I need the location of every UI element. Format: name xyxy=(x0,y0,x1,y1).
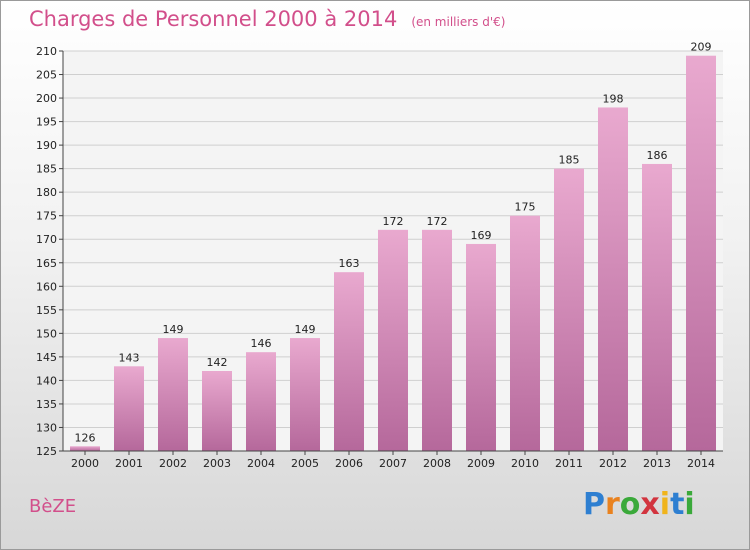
y-tick-label: 160 xyxy=(36,280,57,293)
commune-name: BèZE xyxy=(29,496,77,517)
axes: 125 130 135 140 145 150 155 160 165 170 175 180 185 1… xyxy=(36,45,723,470)
bar-2005 xyxy=(290,338,320,451)
y-tick-label: 185 xyxy=(36,163,57,176)
logo-letter: t xyxy=(670,487,685,522)
x-tick-label: 2012 xyxy=(599,457,627,470)
bar-2008 xyxy=(422,229,452,451)
x-tick-label: 2009 xyxy=(467,457,495,470)
logo-letter: x xyxy=(640,487,660,522)
y-tick-label: 145 xyxy=(36,351,57,364)
bar-2010 xyxy=(510,215,540,451)
x-tick-label: 2008 xyxy=(423,457,451,470)
bar-value-label: 175 xyxy=(515,201,536,214)
bar-value-label: 143 xyxy=(119,351,140,364)
y-tick-label: 150 xyxy=(36,327,57,340)
bar-value-label: 209 xyxy=(691,41,712,54)
bar-value-label: 169 xyxy=(471,229,492,242)
proxiti-logo: Proxiti xyxy=(583,487,695,522)
bar-value-label: 142 xyxy=(207,356,228,369)
x-tick-label: 2010 xyxy=(511,457,539,470)
y-tick-label: 170 xyxy=(36,233,57,246)
y-tick-label: 155 xyxy=(36,304,57,317)
bar-2009 xyxy=(466,243,496,451)
x-tick-label: 2013 xyxy=(643,457,671,470)
bar-2012 xyxy=(598,107,628,452)
bar-value-label: 185 xyxy=(559,154,580,167)
y-tick-label: 190 xyxy=(36,139,57,152)
y-tick-label: 135 xyxy=(36,398,57,411)
x-tick-label: 2001 xyxy=(115,457,143,470)
bar-2013 xyxy=(642,163,672,452)
bar-value-label: 149 xyxy=(163,323,184,336)
bar-value-label: 172 xyxy=(427,215,448,228)
bar-value-label: 126 xyxy=(75,431,96,444)
bar-value-label: 186 xyxy=(647,149,668,162)
x-tick-label: 2000 xyxy=(71,457,99,470)
bar-2011 xyxy=(554,168,584,451)
bar-2000 xyxy=(70,446,100,451)
bar-2014 xyxy=(686,55,716,452)
bar-2006 xyxy=(334,272,364,451)
y-tick-label: 175 xyxy=(36,210,57,223)
bar-value-label: 163 xyxy=(339,257,360,270)
bars: 126 143 149 142 146 149 163 172 172 169 175 185 198 1… xyxy=(70,41,716,452)
x-tick-label: 2011 xyxy=(555,457,583,470)
y-tick-label: 125 xyxy=(36,445,57,458)
x-tick-label: 2007 xyxy=(379,457,407,470)
logo-letter: i xyxy=(684,487,695,522)
bar-2007 xyxy=(378,229,408,451)
chart-subtitle: (en milliers d'€) xyxy=(411,15,506,29)
y-tick-label: 205 xyxy=(36,69,57,82)
bar-2003 xyxy=(202,371,232,451)
bar-value-label: 198 xyxy=(603,92,624,105)
y-tick-label: 210 xyxy=(36,45,57,58)
x-tick-label: 2002 xyxy=(159,457,187,470)
bar-value-label: 149 xyxy=(295,323,316,336)
logo-letter: i xyxy=(659,487,671,522)
y-tick-label: 200 xyxy=(36,92,57,105)
y-tick-label: 130 xyxy=(36,421,57,434)
chart-title: Charges de Personnel 2000 à 2014 (en mill… xyxy=(29,7,505,31)
chart-title-text: Charges de Personnel 2000 à 2014 xyxy=(29,7,398,31)
x-tick-label: 2014 xyxy=(687,457,715,470)
x-tick-label: 2004 xyxy=(247,457,275,470)
bar-value-label: 146 xyxy=(251,337,272,350)
bar-value-label: 172 xyxy=(383,215,404,228)
x-tick-label: 2003 xyxy=(203,457,231,470)
y-tick-label: 165 xyxy=(36,257,57,270)
logo-letter: P xyxy=(583,487,605,522)
bar-2004 xyxy=(246,352,276,451)
x-tick-label: 2005 xyxy=(291,457,319,470)
x-tick-label: 2006 xyxy=(335,457,363,470)
y-tick-label: 140 xyxy=(36,374,57,387)
y-tick-label: 195 xyxy=(36,116,57,129)
bar-2001 xyxy=(114,366,144,451)
y-tick-label: 180 xyxy=(36,186,57,199)
logo-letter: o xyxy=(619,487,641,522)
logo-letter: r xyxy=(605,487,620,522)
bar-2002 xyxy=(158,338,188,451)
